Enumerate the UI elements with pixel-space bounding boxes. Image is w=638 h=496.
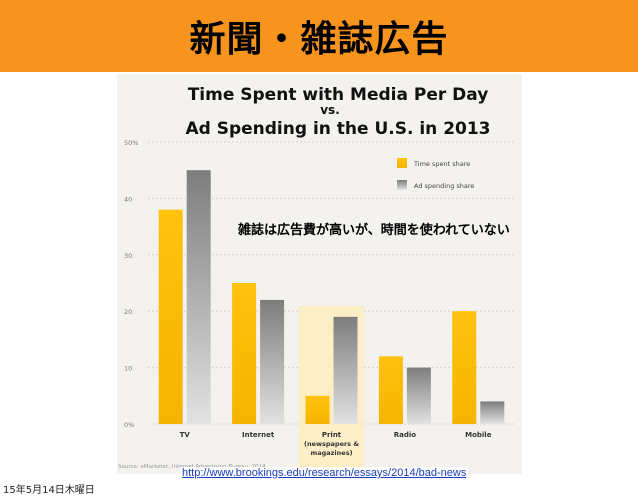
chart-title-line2: vs.: [320, 103, 340, 117]
chart-title-line3: Ad Spending in the U.S. in 2013: [185, 119, 490, 139]
bar-ad-spending: [333, 316, 358, 424]
legend-swatch: [397, 158, 407, 168]
y-tick-label: 10: [124, 365, 132, 373]
x-tick-label: Print: [322, 431, 342, 439]
x-tick-label: TV: [180, 431, 191, 439]
slide-title: 新聞・雑誌広告: [189, 19, 449, 60]
slide-date: 15年5月14日木曜日: [3, 485, 95, 496]
x-tick-label: Mobile: [465, 431, 492, 439]
x-tick-label: Radio: [394, 431, 417, 439]
bar-time-spent: [378, 356, 403, 424]
bar-ad-spending: [260, 299, 285, 424]
y-tick-label: 20: [124, 308, 132, 316]
bar-ad-spending: [186, 170, 211, 424]
y-tick-label: 40: [124, 195, 132, 203]
bar-time-spent: [232, 283, 257, 424]
annotation-text: 雑誌は広告費が高いが、時間を使われていない: [238, 223, 510, 238]
y-tick-label: 50%: [124, 139, 138, 147]
bar-time-spent: [452, 311, 477, 424]
bar-time-spent: [305, 395, 330, 424]
legend-label: Time spent share: [413, 160, 470, 168]
x-tick-label: Internet: [242, 431, 275, 439]
legend-label: Ad spending share: [414, 182, 474, 190]
x-tick-label: magazines): [310, 449, 352, 457]
bar-time-spent: [158, 209, 183, 424]
x-tick-label: (newspapers &: [304, 440, 359, 448]
chart-title-line1: Time Spent with Media Per Day: [188, 85, 489, 105]
slide-title-bar: 新聞・雑誌広告: [0, 0, 638, 72]
source-url-link[interactable]: http://www.brookings.edu/research/essays…: [180, 467, 469, 479]
y-tick-label: 30: [124, 252, 132, 260]
y-tick-label: 0%: [124, 421, 134, 429]
bar-ad-spending: [406, 367, 431, 424]
legend-swatch: [397, 180, 407, 190]
bar-ad-spending: [480, 401, 505, 424]
